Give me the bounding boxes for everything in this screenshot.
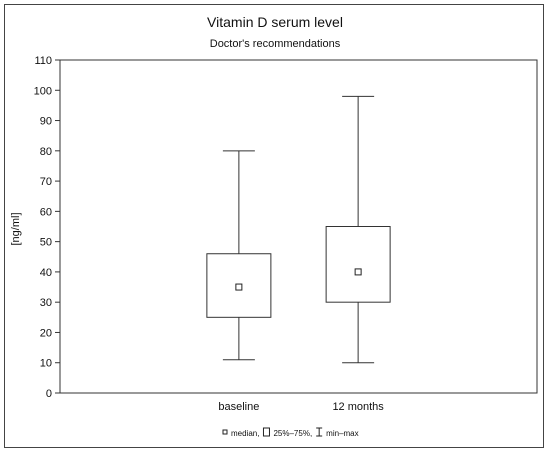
y-tick-label: 80 [40, 146, 52, 158]
y-tick-label: 10 [40, 358, 52, 370]
chart-svg: Vitamin D serum level Doctor's recommend… [10, 14, 538, 438]
median-marker [354, 268, 362, 276]
chart-title: Vitamin D serum level [207, 14, 343, 30]
legend-label: median, [231, 429, 259, 438]
y-tick-label: 50 [40, 237, 52, 249]
legend-label: min–max [326, 429, 358, 438]
x-axis-categories: baseline 12 months [218, 401, 384, 413]
legend-label: 25%–75%, [273, 429, 312, 438]
y-tick-label: 110 [34, 55, 52, 67]
y-tick-label: 90 [40, 116, 52, 128]
y-tick-label: 60 [40, 206, 52, 218]
chart-subtitle: Doctor's recommendations [210, 38, 341, 50]
legend: median, 25%–75%, min–max [222, 427, 359, 438]
box-plot-series [206, 95, 391, 364]
chart-frame: Vitamin D serum level Doctor's recommend… [4, 4, 544, 448]
x-category-label: 12 months [332, 401, 384, 413]
box-1 [206, 150, 272, 361]
legend-median-symbol [222, 429, 228, 435]
y-tick-label: 100 [34, 85, 52, 97]
y-tick-label: 30 [40, 297, 52, 309]
y-tick-label: 0 [46, 388, 52, 400]
plot-area [59, 59, 538, 394]
y-axis-label: [ng/ml] [10, 212, 22, 245]
x-category-label: baseline [218, 401, 259, 413]
y-tick-label: 70 [40, 176, 52, 188]
y-tick-label: 20 [40, 327, 52, 339]
median-marker [235, 283, 243, 291]
box-2 [325, 95, 391, 364]
y-tick-label: 40 [40, 267, 52, 279]
legend-box-symbol [262, 427, 270, 437]
iqr-box [325, 226, 391, 303]
y-axis: 0 10 20 30 40 50 60 70 80 90 100 110 [34, 55, 60, 400]
